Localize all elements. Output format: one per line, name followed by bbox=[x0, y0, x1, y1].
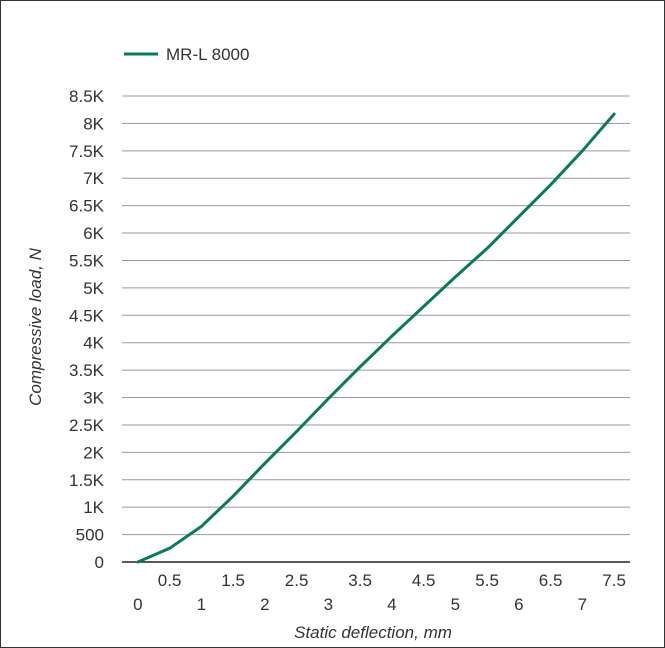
x-tick-label: 5 bbox=[451, 595, 460, 614]
x-tick-labels: 0.5 1.5 2.5 3.5 4.5 5.5 6.5 7.5 0 1 2 3 4 5 6 7 bbox=[133, 571, 626, 614]
legend: MR-L 8000 bbox=[124, 45, 249, 64]
y-tick-label: 8.5K bbox=[69, 87, 105, 106]
y-tick-label: 1K bbox=[83, 498, 104, 517]
x-tick-label: 1 bbox=[197, 595, 206, 614]
x-tick-label: 6 bbox=[514, 595, 523, 614]
y-tick-label: 1.5K bbox=[69, 471, 105, 490]
x-axis-label: Static deflection, mm bbox=[294, 623, 452, 642]
y-tick-label: 5K bbox=[83, 279, 104, 298]
x-tick-label: 2 bbox=[260, 595, 269, 614]
y-tick-label: 0 bbox=[95, 553, 104, 572]
y-tick-label: 4.5K bbox=[69, 306, 105, 325]
y-tick-label: 7K bbox=[83, 169, 104, 188]
y-tick-label: 6.5K bbox=[69, 197, 105, 216]
y-tick-label: 5.5K bbox=[69, 251, 105, 270]
series-lines bbox=[136, 112, 616, 564]
x-tick-label: 0 bbox=[133, 595, 142, 614]
y-tick-label: 3.5K bbox=[69, 361, 105, 380]
legend-label: MR-L 8000 bbox=[166, 45, 249, 64]
x-tick-label: 0.5 bbox=[158, 571, 182, 590]
y-tick-label: 4K bbox=[83, 334, 104, 353]
y-tick-label: 6K bbox=[83, 224, 104, 243]
x-tick-label: 4 bbox=[387, 595, 396, 614]
y-tick-label: 8K bbox=[83, 114, 104, 133]
y-tick-label: 7.5K bbox=[69, 142, 105, 161]
x-tick-label: 6.5 bbox=[539, 571, 563, 590]
x-tick-label: 1.5 bbox=[221, 571, 245, 590]
y-tick-labels: 0 500 1K 1.5K 2K 2.5K 3K 3.5K 4K 4.5K 5K 5.5K 6K 6.5K… bbox=[69, 87, 105, 572]
series-line bbox=[136, 112, 616, 564]
y-tick-label: 500 bbox=[76, 526, 104, 545]
y-tick-label: 2K bbox=[83, 443, 104, 462]
x-tick-label: 3 bbox=[324, 595, 333, 614]
y-tick-label: 2.5K bbox=[69, 416, 105, 435]
x-tick-label: 7.5 bbox=[602, 571, 626, 590]
x-tick-label: 2.5 bbox=[285, 571, 309, 590]
y-tick-label: 3K bbox=[83, 389, 104, 408]
x-tick-label: 7 bbox=[578, 595, 587, 614]
x-tick-label: 4.5 bbox=[412, 571, 436, 590]
x-tick-label: 3.5 bbox=[348, 571, 372, 590]
gridlines bbox=[122, 95, 630, 563]
x-tick-label: 5.5 bbox=[475, 571, 499, 590]
y-axis-label: Compressive load, N bbox=[26, 247, 45, 406]
